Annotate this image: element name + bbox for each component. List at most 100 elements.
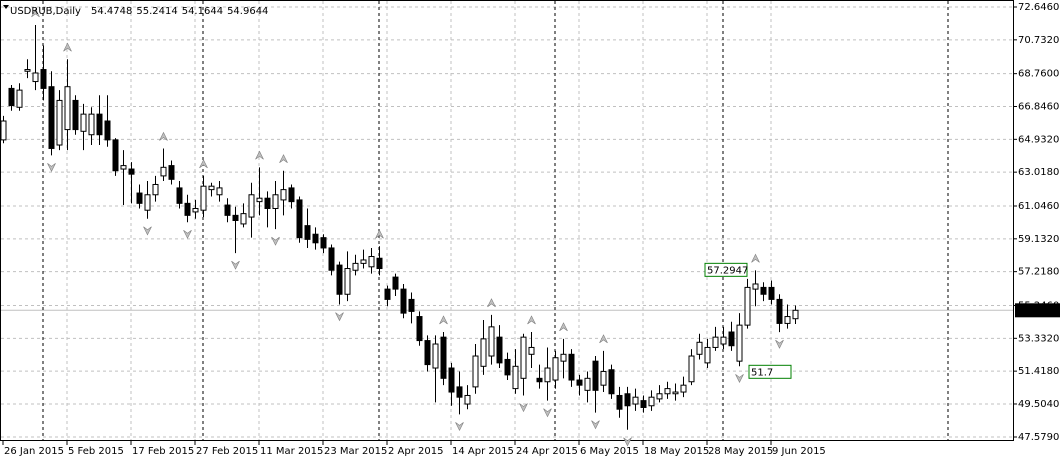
candle-body: [752, 283, 759, 290]
candle-body: [736, 324, 743, 362]
fractal-up: [199, 159, 208, 169]
candle-body: [528, 346, 535, 355]
candle-body: [488, 326, 495, 357]
x-tick-label: 2 Apr 2015: [388, 446, 443, 457]
fractal-down: [335, 312, 344, 322]
candle-body: [216, 187, 223, 196]
price-tag-label: 54.9644: [1018, 305, 1059, 316]
candle-body: [520, 336, 527, 379]
candle-body: [392, 276, 399, 290]
candle-body: [776, 298, 783, 324]
candle-body: [688, 355, 695, 383]
candle-body: [680, 384, 687, 393]
fractal-down: [735, 374, 744, 383]
fractal-up: [599, 334, 608, 344]
candle-body: [136, 192, 143, 204]
fractal-down: [271, 236, 280, 246]
candle-body: [584, 377, 591, 391]
candle-body: [792, 309, 799, 320]
fractal-up: [487, 298, 496, 308]
candle-body: [288, 187, 295, 203]
x-tick-label: 9 Jun 2015: [772, 446, 826, 457]
fractal-down: [455, 422, 464, 432]
candle-body: [720, 336, 727, 345]
fractal-up: [527, 315, 536, 325]
candle-body: [336, 264, 343, 295]
candle-body: [128, 168, 135, 175]
candle-body: [624, 393, 631, 407]
candle-body: [0, 120, 7, 141]
candle-body: [568, 353, 575, 381]
fractal-up: [279, 154, 288, 163]
annotation-box: [748, 364, 792, 379]
candle-body: [48, 86, 55, 149]
fractal-up: [751, 253, 760, 263]
x-tick-label: 18 May 2015: [644, 446, 709, 457]
candle-body: [712, 336, 719, 348]
candle-body: [616, 394, 623, 410]
fractal-up: [375, 229, 384, 239]
candle-body: [416, 316, 423, 342]
candle-body: [744, 286, 751, 326]
chart-title: USDRUB,Daily: [10, 6, 81, 17]
candle-body: [232, 214, 239, 221]
candle-body: [344, 268, 351, 295]
header-close: 54.9644: [227, 6, 268, 17]
y-tick-label: 61.0460: [1018, 201, 1059, 212]
candle-body: [32, 72, 39, 83]
candle-body: [696, 341, 703, 355]
candle-body: [120, 165, 127, 170]
candle-body: [80, 113, 87, 132]
candle-body: [360, 259, 367, 264]
candle-body: [448, 367, 455, 393]
y-tick-label: 59.1320: [1018, 234, 1059, 245]
header-marker: [3, 5, 9, 9]
candle-body: [432, 343, 439, 369]
candle-body: [784, 316, 791, 324]
candle-body: [536, 377, 543, 383]
candle-body: [640, 400, 647, 408]
fractal-up: [63, 42, 72, 52]
y-tick-label: 47.5790: [1018, 432, 1059, 443]
y-tick-label: 66.8460: [1018, 101, 1059, 112]
x-tick-label: 28 May 2015: [708, 446, 773, 457]
candle-body: [440, 336, 447, 379]
candle-body: [24, 69, 31, 72]
candle-body: [728, 331, 735, 347]
fractal-down: [183, 229, 192, 239]
candle-body: [464, 394, 471, 405]
candle-body: [272, 194, 279, 209]
candle-body: [576, 379, 583, 386]
candle-body: [112, 139, 119, 172]
candle-body: [328, 247, 335, 271]
candle-body: [200, 185, 207, 211]
header-low: 54.1644: [182, 6, 223, 17]
candle-body: [208, 185, 215, 191]
candle-body: [600, 370, 607, 386]
candle-body: [632, 396, 639, 405]
y-tick-label: 57.2180: [1018, 267, 1059, 278]
candle-body: [280, 189, 287, 201]
candle-body: [400, 288, 407, 314]
candle-body: [176, 187, 183, 204]
fractal-up: [31, 8, 40, 18]
candle-body: [152, 183, 159, 196]
fractal-down: [775, 339, 784, 349]
candles: [0, 8, 799, 447]
fractal-down: [519, 403, 528, 413]
x-tick-label: 6 May 2015: [580, 446, 639, 457]
candle-body: [352, 262, 359, 271]
candle-body: [96, 113, 103, 136]
candle-body: [184, 202, 191, 216]
y-tick-label: 68.7600: [1018, 69, 1059, 80]
header-open: 54.4748: [91, 6, 132, 17]
x-tick-label: 5 Feb 2015: [68, 446, 124, 457]
candle-body: [256, 197, 263, 203]
candle-body: [64, 86, 71, 131]
y-tick-label: 53.3320: [1018, 333, 1059, 344]
header-high: 55.2414: [136, 6, 177, 17]
candle-body: [496, 336, 503, 364]
fractal-down: [143, 226, 152, 236]
fractal-up: [439, 315, 448, 325]
